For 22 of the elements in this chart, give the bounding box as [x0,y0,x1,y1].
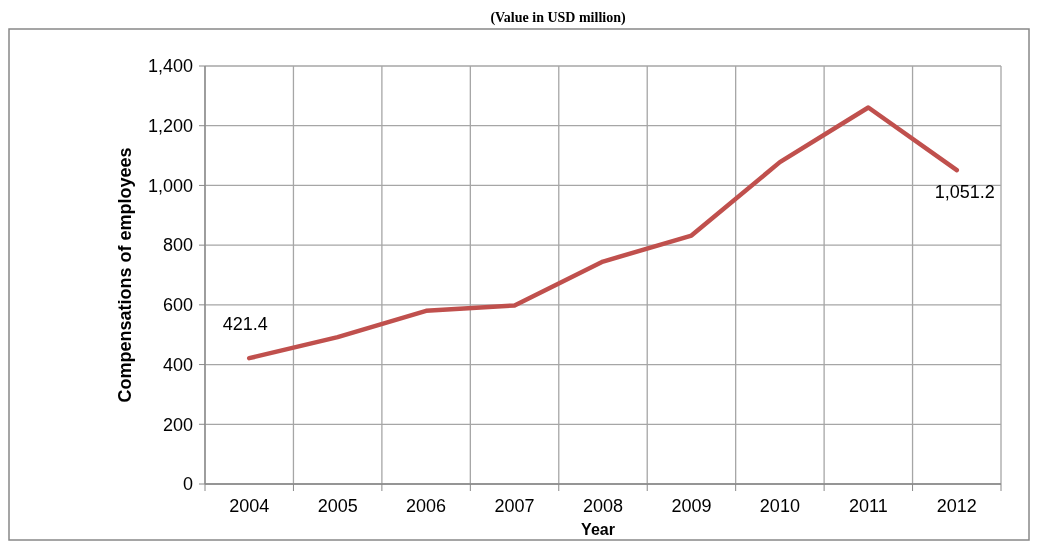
x-tick-label: 2009 [671,496,712,516]
y-tick-label: 200 [162,414,193,435]
x-tick-label: 2007 [494,496,535,516]
y-axis-title: Compensations of employees [115,147,135,403]
y-tick-label: 1,200 [147,116,193,137]
y-tick-label: 800 [162,235,193,256]
y-tick-label: 1,000 [147,175,193,196]
x-tick-label: 2011 [848,496,888,516]
x-tick-label: 2010 [759,496,800,516]
x-tick-label: 2008 [582,496,624,516]
data-label: 421.4 [222,314,268,335]
x-tick-label: 2012 [936,496,977,516]
y-tick-label: 1,400 [147,56,193,77]
y-tick-label: 600 [162,295,193,316]
x-tick-label: 2006 [406,496,447,516]
y-tick-label: 400 [162,354,193,375]
y-tick-label: 0 [182,474,193,495]
x-tick-label: 2004 [229,496,270,516]
x-tick-label: 2005 [317,496,358,516]
data-label: 1,051.2 [934,182,995,203]
chart-title: (Value in USD million) [490,10,626,26]
x-axis-title: Year [581,521,615,538]
